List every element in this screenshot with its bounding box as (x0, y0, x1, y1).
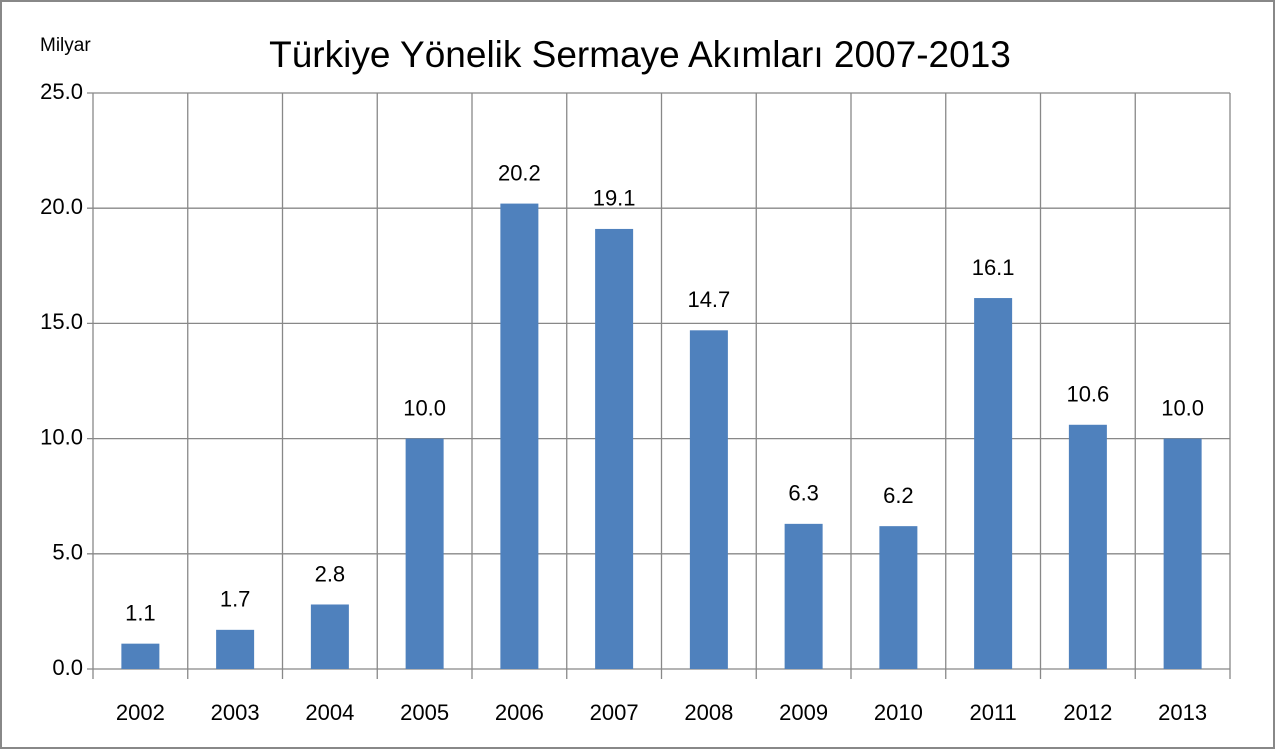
value-label: 10.0 (1161, 395, 1204, 420)
value-label: 16.1 (972, 255, 1015, 280)
x-tick-label: 2013 (1158, 700, 1207, 725)
y-tick-label: 25.0 (40, 79, 83, 104)
bar (1163, 438, 1202, 669)
y-axis-label: Milyar (40, 35, 91, 56)
x-tick-label: 2012 (1063, 700, 1112, 725)
value-label: 20.2 (498, 160, 541, 185)
x-tick-label: 2009 (779, 700, 828, 725)
bar (121, 643, 160, 669)
value-label: 10.0 (403, 395, 446, 420)
y-tick-label: 20.0 (40, 194, 83, 219)
x-tick-label: 2011 (969, 700, 1016, 725)
x-tick-label: 2007 (590, 700, 639, 725)
value-label: 2.8 (315, 561, 346, 586)
x-tick-label: 2005 (400, 700, 449, 725)
value-label: 6.3 (788, 481, 819, 506)
bar (1068, 424, 1107, 669)
x-tick-label: 2004 (305, 700, 354, 725)
bar (405, 438, 444, 669)
bar (310, 604, 349, 669)
y-tick-label: 10.0 (40, 424, 83, 449)
bar (974, 298, 1013, 669)
value-label: 19.1 (593, 186, 636, 211)
x-tick-label: 2002 (116, 700, 165, 725)
bar (689, 330, 728, 669)
value-label: 14.7 (687, 287, 730, 312)
bar (500, 203, 539, 670)
value-label: 1.7 (220, 587, 251, 612)
value-label: 6.2 (883, 483, 914, 508)
bar (784, 523, 823, 669)
bar (216, 629, 255, 669)
x-tick-label: 2010 (874, 700, 923, 725)
value-label: 10.6 (1066, 382, 1109, 407)
bar (595, 228, 634, 669)
x-tick-label: 2003 (211, 700, 260, 725)
value-label: 1.1 (125, 600, 156, 625)
y-tick-label: 0.0 (52, 655, 83, 680)
chart-title: Türkiye Yönelik Sermaye Akımları 2007-20… (269, 34, 1011, 75)
bar (879, 526, 918, 669)
y-tick-label: 15.0 (40, 309, 83, 334)
x-tick-label: 2008 (684, 700, 733, 725)
y-tick-label: 5.0 (52, 540, 83, 565)
x-tick-label: 2006 (495, 700, 544, 725)
